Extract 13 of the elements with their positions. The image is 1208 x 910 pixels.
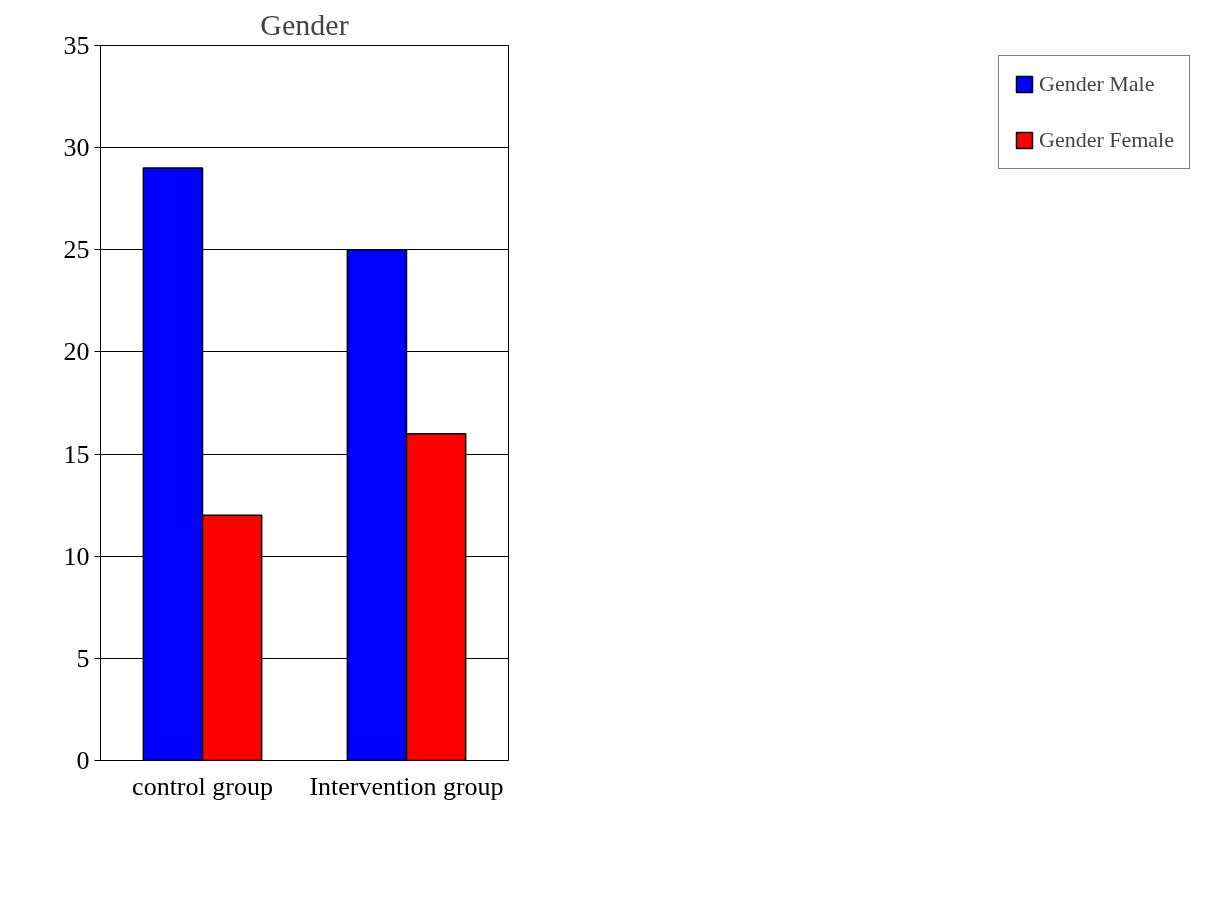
y-tick-label: 35 — [63, 31, 90, 60]
chart-title: Gender — [260, 7, 349, 41]
y-tick-label: 15 — [63, 439, 90, 469]
y-tick-label: 25 — [63, 235, 90, 265]
x-tick-label: control group — [132, 771, 273, 801]
y-tick-label: 0 — [76, 746, 90, 775]
y-tick-label: 20 — [63, 337, 90, 367]
legend-label: Gender Male — [1039, 71, 1155, 97]
y-tick-label: 10 — [63, 541, 90, 571]
y-tick-label: 30 — [63, 133, 90, 163]
legend-label: Gender Female — [1039, 127, 1174, 153]
y-tick-label: 5 — [76, 643, 90, 673]
x-tick-label: Intervention group — [309, 771, 504, 801]
